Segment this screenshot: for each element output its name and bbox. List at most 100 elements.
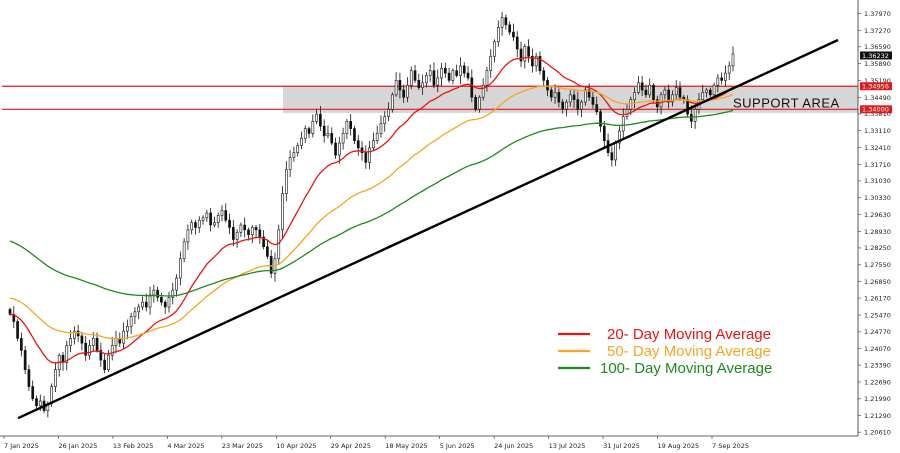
candle-body bbox=[542, 70, 546, 81]
candle-body bbox=[80, 335, 84, 344]
candle-body bbox=[76, 330, 80, 337]
candle-body bbox=[31, 386, 35, 399]
candle-body bbox=[534, 55, 538, 67]
candle-body bbox=[671, 94, 674, 103]
x-tick-label: 29 Apr 2025 bbox=[331, 442, 371, 450]
candle-body bbox=[364, 152, 368, 163]
candle-body bbox=[568, 94, 572, 103]
candle-body bbox=[379, 123, 383, 134]
candle-body bbox=[409, 70, 413, 86]
candle-body bbox=[141, 301, 144, 308]
candle-body bbox=[436, 77, 440, 86]
candle-body bbox=[266, 246, 269, 257]
candle-body bbox=[182, 241, 186, 260]
candle-body bbox=[701, 92, 705, 100]
candle-body bbox=[8, 309, 12, 315]
candle-body bbox=[731, 53, 735, 67]
candle-body bbox=[500, 17, 504, 28]
candle-body bbox=[584, 89, 587, 103]
candle-body bbox=[213, 222, 216, 226]
candle-body bbox=[633, 92, 636, 100]
candle-body bbox=[311, 121, 315, 134]
candle-body bbox=[621, 116, 625, 132]
x-tick-label: 5 Jun 2025 bbox=[440, 442, 475, 450]
candle-body bbox=[546, 80, 549, 91]
y-tick-label: 1.37970 bbox=[864, 10, 891, 18]
candle-body bbox=[648, 84, 652, 96]
candle-body bbox=[144, 301, 148, 308]
legend-label-100: 100- Day Moving Average bbox=[600, 360, 772, 377]
candle-body bbox=[152, 289, 156, 296]
candle-body bbox=[360, 147, 364, 153]
candle-body bbox=[107, 354, 110, 370]
candle-body bbox=[239, 224, 243, 233]
candle-body bbox=[652, 84, 655, 100]
candle-body bbox=[122, 330, 125, 344]
ma-line-20 bbox=[9, 56, 734, 364]
candle-body bbox=[572, 94, 576, 100]
x-tick-label: 19 Aug 2025 bbox=[658, 442, 700, 450]
trendline bbox=[17, 38, 839, 420]
candle-body bbox=[54, 369, 57, 387]
candle-body bbox=[114, 338, 118, 346]
candle-body bbox=[470, 77, 474, 98]
y-tick-label: 1.21990 bbox=[864, 395, 891, 403]
candle-body bbox=[224, 210, 228, 221]
candle-body bbox=[720, 77, 723, 81]
candle-body bbox=[587, 89, 591, 98]
candle-body bbox=[303, 128, 307, 139]
candle-body bbox=[284, 169, 288, 194]
candle-body bbox=[390, 94, 394, 110]
candle-body bbox=[485, 70, 489, 86]
current-price-tag: 1.36232 bbox=[862, 52, 889, 60]
candle-body bbox=[602, 125, 606, 141]
x-tick-label: 26 Jan 2025 bbox=[58, 442, 97, 450]
y-tick-label: 1.26850 bbox=[864, 278, 891, 286]
candle-body bbox=[527, 46, 530, 57]
y-tick-label: 1.35890 bbox=[864, 60, 891, 68]
candle-body bbox=[383, 116, 387, 125]
y-tick-label: 1.23390 bbox=[864, 361, 891, 369]
candle-body bbox=[478, 96, 481, 110]
candle-body bbox=[65, 345, 69, 363]
y-tick-label: 1.22690 bbox=[864, 378, 891, 386]
candle-body bbox=[254, 227, 258, 231]
legend-label-50: 50- Day Moving Average bbox=[607, 343, 771, 360]
candle-body bbox=[156, 289, 159, 298]
candle-body bbox=[432, 70, 436, 86]
y-tick-label: 1.25470 bbox=[864, 311, 891, 319]
candle-body bbox=[35, 398, 38, 407]
candle-body bbox=[515, 36, 519, 50]
candle-body bbox=[549, 89, 553, 98]
y-tick-label: 1.20610 bbox=[864, 428, 891, 436]
x-tick-label: 13 Feb 2025 bbox=[113, 442, 153, 450]
candle-body bbox=[394, 80, 398, 96]
y-tick-label: 1.33110 bbox=[864, 127, 891, 135]
candle-body bbox=[417, 80, 421, 88]
y-tick-label: 1.27550 bbox=[864, 261, 891, 269]
candles-layer bbox=[8, 11, 735, 418]
candle-body bbox=[201, 217, 205, 221]
y-tick-label: 1.34490 bbox=[864, 94, 891, 102]
y-tick-label: 1.33810 bbox=[864, 110, 891, 118]
candle-body bbox=[398, 80, 402, 91]
candle-body bbox=[288, 157, 292, 170]
candle-body bbox=[459, 65, 462, 76]
y-tick-label: 1.35190 bbox=[864, 77, 891, 85]
candle-body bbox=[561, 101, 564, 110]
x-tick-label: 7 Jan 2025 bbox=[4, 442, 39, 450]
candle-body bbox=[315, 113, 318, 122]
candle-body bbox=[99, 350, 103, 361]
candle-body bbox=[599, 111, 602, 127]
candle-body bbox=[644, 89, 648, 96]
upper-level-tag: 1.34956 bbox=[862, 83, 889, 91]
candle-body bbox=[186, 229, 190, 243]
candle-body bbox=[337, 142, 341, 156]
candle-body bbox=[38, 400, 42, 407]
candle-body bbox=[103, 359, 106, 370]
candle-body bbox=[610, 152, 614, 161]
candle-body bbox=[674, 87, 678, 96]
candle-body bbox=[167, 297, 171, 308]
